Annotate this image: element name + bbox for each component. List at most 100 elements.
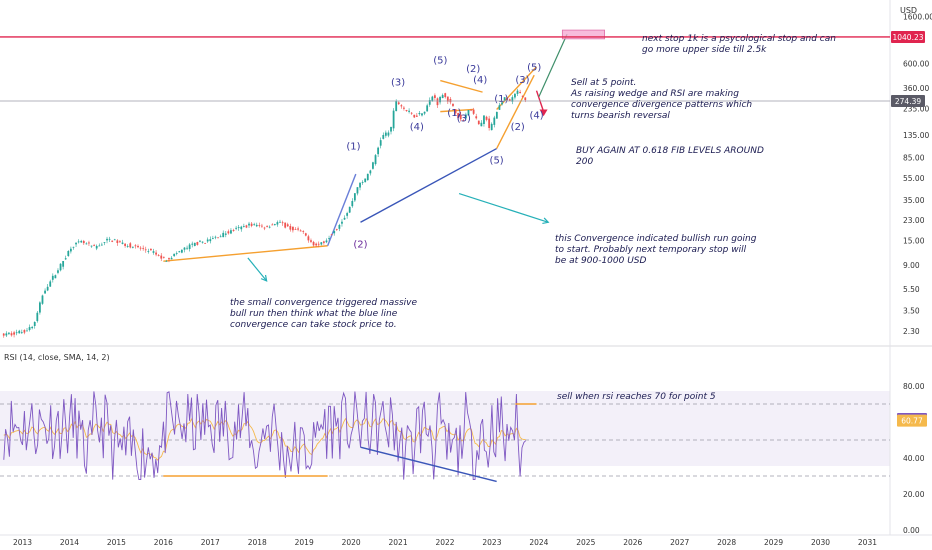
- candle-body: [514, 93, 516, 98]
- price-tick-label: 9.00: [903, 261, 920, 270]
- candle-body: [452, 104, 454, 106]
- candle-body: [5, 333, 8, 336]
- candle-body: [103, 242, 106, 244]
- candle-body: [188, 244, 191, 250]
- time-axis[interactable]: 2013 2014 2015 2016 2017 2018 2019 2020 2021 2022…: [13, 538, 877, 547]
- candle-body: [106, 238, 108, 241]
- candle-body: [333, 231, 336, 234]
- candle-body: [493, 117, 496, 125]
- candle-body: [72, 246, 75, 248]
- candle-body: [8, 332, 10, 334]
- rsi-badge: [897, 414, 927, 427]
- candle-body: [454, 109, 457, 114]
- candle-body: [13, 332, 15, 335]
- candle-body: [284, 222, 287, 228]
- candle-body: [67, 250, 70, 257]
- candle-body: [119, 241, 121, 243]
- candle-body: [201, 241, 204, 243]
- wave-label: (5): [433, 55, 447, 66]
- candle-body: [15, 332, 18, 334]
- annotation-buy-again: BUY AGAIN AT 0.618 FIB LEVELS AROUND 200: [576, 146, 764, 167]
- price-tick-label: 15.00: [903, 237, 925, 246]
- candle-body: [390, 126, 392, 132]
- cyan-arrow: [458, 192, 549, 223]
- candle-body: [364, 178, 367, 183]
- candle-body: [227, 231, 230, 234]
- annotation-small-convergence: the small convergence triggered massive …: [230, 298, 418, 330]
- price-badge-label: 1040.23: [892, 33, 923, 42]
- candle-body: [250, 223, 253, 226]
- candle-body: [397, 102, 400, 105]
- rsi-tick-label: 20.00: [903, 490, 925, 499]
- candle-body: [20, 332, 23, 334]
- candle-body: [98, 245, 101, 247]
- currency-label: USD: [900, 6, 917, 15]
- candle-body: [186, 247, 188, 249]
- price-tick-label: 5.50: [903, 285, 920, 294]
- candle-body: [28, 327, 31, 330]
- candle-body: [266, 226, 268, 227]
- candle-body: [464, 114, 467, 119]
- candle-body: [242, 226, 245, 227]
- candle-body: [108, 238, 111, 240]
- candle-body: [31, 326, 34, 329]
- wedge-upper-line: [496, 66, 538, 110]
- candle-body: [315, 243, 318, 246]
- candle-body: [516, 90, 519, 94]
- candle-body: [214, 236, 217, 238]
- candle-body: [224, 233, 227, 235]
- candle-body: [351, 200, 354, 207]
- candle-body: [322, 241, 325, 243]
- candle-body: [356, 187, 359, 194]
- price-tick-label: 23.00: [903, 216, 925, 225]
- candle-body: [211, 238, 214, 239]
- candle-body: [304, 233, 307, 236]
- candle-body: [273, 224, 276, 226]
- candle-body: [150, 248, 152, 251]
- price-axis[interactable]: 1600.00 600.00 360.00 235.00 135.00 85.00 55.0…: [903, 12, 932, 336]
- candle-body: [310, 240, 312, 242]
- price-badge: [891, 95, 925, 108]
- wave-label: (2): [511, 122, 525, 133]
- candle-body: [292, 226, 294, 231]
- rsi-lines: [3, 391, 537, 483]
- drawings-layer: [163, 29, 605, 282]
- candle-body: [307, 236, 310, 241]
- year-tick-label: 2030: [811, 538, 830, 547]
- candle-body: [51, 275, 54, 280]
- cyan-arrow-head: [542, 217, 550, 225]
- candle-body: [180, 249, 183, 253]
- wave-label: (3): [457, 113, 471, 124]
- rsi-tick-label: 80.00: [903, 382, 925, 391]
- annotation-rsi-sell: sell when rsi reaches 70 for point 5: [557, 392, 716, 402]
- candle-body: [173, 253, 176, 257]
- year-tick-label: 2015: [107, 538, 126, 547]
- candle-body: [330, 234, 333, 236]
- candle-body: [511, 97, 514, 102]
- year-tick-label: 2019: [295, 538, 314, 547]
- candle-body: [199, 240, 201, 242]
- price-tick-label: 235.00: [903, 104, 929, 113]
- candle-body: [426, 105, 429, 112]
- wave-label: (2): [353, 240, 367, 251]
- wave-label: (3): [391, 77, 405, 88]
- candle-body: [38, 302, 41, 313]
- candle-body: [302, 231, 305, 232]
- year-tick-label: 2026: [623, 538, 642, 547]
- candle-body: [165, 261, 168, 262]
- candle-body: [36, 312, 39, 322]
- candle-body: [237, 227, 240, 229]
- candle-body: [75, 242, 77, 245]
- candle-body: [428, 100, 431, 105]
- candle-body: [483, 115, 485, 124]
- candle-body: [235, 227, 238, 229]
- wave-label: (3): [515, 75, 529, 86]
- candle-body: [382, 134, 385, 139]
- rsi-tick-label: 40.00: [903, 454, 925, 463]
- candle-body: [258, 225, 261, 227]
- candle-body: [421, 113, 423, 116]
- candle-body: [490, 123, 493, 131]
- candle-body: [95, 245, 98, 249]
